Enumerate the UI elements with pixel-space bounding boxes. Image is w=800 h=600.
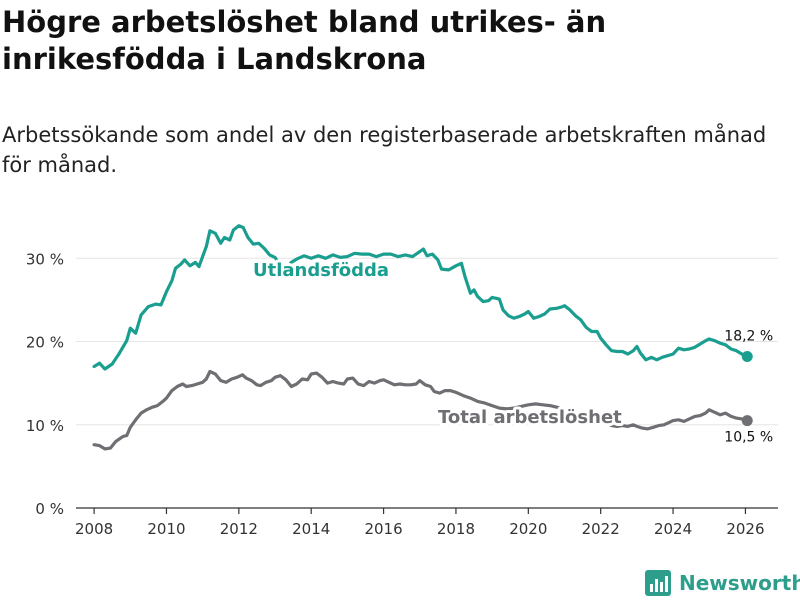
- newsworthy-icon: [645, 570, 671, 596]
- series-line-utlandsfodda: [92, 224, 749, 371]
- series-label-total: Total arbetslöshet: [438, 407, 622, 428]
- x-tick-label: 2016: [364, 520, 402, 538]
- x-tick-label: 2026: [726, 520, 764, 538]
- x-axis: 2008 2010 2012 2014 2016 2018 2020 2022 2024 2026: [75, 507, 778, 538]
- x-tick-label: 2024: [654, 520, 692, 538]
- y-tick-label: 10 %: [26, 417, 64, 435]
- x-tick-label: 2008: [75, 520, 113, 538]
- y-tick-label: 20 %: [26, 334, 64, 352]
- end-label-utlandsfodda: 18,2 %: [724, 328, 773, 344]
- x-tick-label: 2012: [220, 520, 258, 538]
- y-axis: 0 % 10 % 20 % 30 %: [26, 250, 64, 518]
- end-point-total: [741, 415, 753, 427]
- grid-lines: [76, 257, 778, 426]
- x-tick-label: 2018: [437, 520, 475, 538]
- x-tick-label: 2014: [292, 520, 330, 538]
- end-label-total: 10,5 %: [724, 430, 773, 446]
- chart-subtitle: Arbetssökande som andel av den registerb…: [2, 123, 767, 177]
- y-tick-label: 30 %: [26, 250, 64, 268]
- chart-title: Högre arbetslöshet bland utrikes- än inr…: [2, 5, 607, 76]
- brand-name: Newsworthy: [679, 571, 800, 595]
- x-tick-label: 2010: [147, 520, 185, 538]
- end-point-utlandsfodda: [741, 350, 753, 362]
- x-tick-label: 2020: [509, 520, 547, 538]
- series-labels: 18,2 % 10,5 % Utlandsfödda Total arbetslösh…: [250, 257, 773, 446]
- series-lines: [92, 224, 753, 451]
- y-tick-label: 0 %: [35, 500, 64, 518]
- series-line-total: [92, 369, 749, 451]
- newsworthy-logo: Newsworthy: [645, 568, 800, 598]
- series-label-utlandsfodda: Utlandsfödda: [253, 260, 389, 281]
- x-tick-label: 2022: [582, 520, 620, 538]
